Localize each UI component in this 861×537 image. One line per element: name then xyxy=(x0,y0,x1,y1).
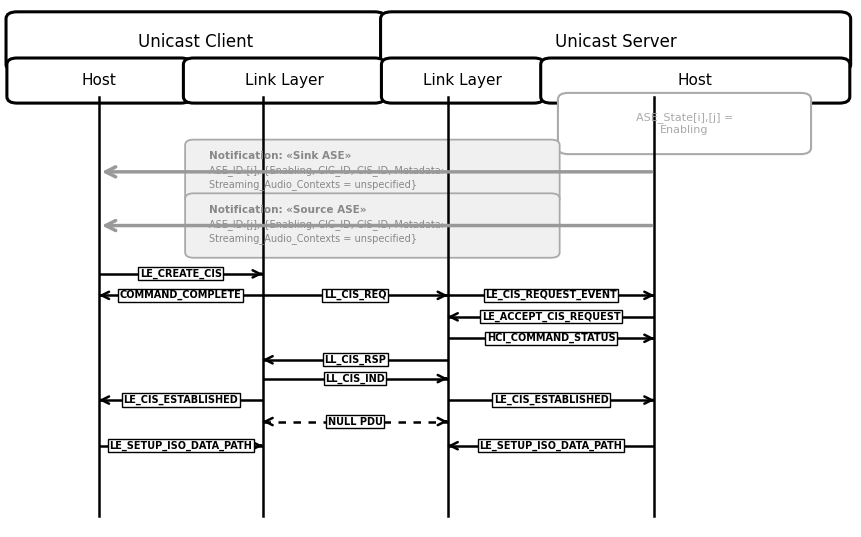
Text: ASE_ID:[j], {Enabling, CIG_ID, CIS_ID, Metadata:
Streaming_Audio_Contexts = unsp: ASE_ID:[j], {Enabling, CIG_ID, CIS_ID, M… xyxy=(209,219,444,244)
Text: Link Layer: Link Layer xyxy=(245,73,324,88)
Text: Unicast Server: Unicast Server xyxy=(554,33,677,50)
Text: LE_CIS_ESTABLISHED: LE_CIS_ESTABLISHED xyxy=(493,395,609,405)
FancyBboxPatch shape xyxy=(558,93,811,154)
Text: LL_CIS_RSP: LL_CIS_RSP xyxy=(325,354,386,365)
Text: LE_ACCEPT_CIS_REQUEST: LE_ACCEPT_CIS_REQUEST xyxy=(481,311,621,322)
Text: Host: Host xyxy=(678,73,713,88)
FancyBboxPatch shape xyxy=(541,58,850,103)
FancyBboxPatch shape xyxy=(381,58,544,103)
FancyBboxPatch shape xyxy=(7,58,191,103)
FancyBboxPatch shape xyxy=(183,58,385,103)
Text: Host: Host xyxy=(82,73,116,88)
Text: ASE_ID:[i], {Enabling, CIG_ID, CIS_ID, Metadata:
Streaming_Audio_Contexts = unsp: ASE_ID:[i], {Enabling, CIG_ID, CIS_ID, M… xyxy=(209,165,444,191)
Text: LE_CIS_REQUEST_EVENT: LE_CIS_REQUEST_EVENT xyxy=(485,290,617,301)
Text: LE_SETUP_ISO_DATA_PATH: LE_SETUP_ISO_DATA_PATH xyxy=(480,440,623,451)
Text: LE_CIS_ESTABLISHED: LE_CIS_ESTABLISHED xyxy=(123,395,238,405)
Text: COMMAND_COMPLETE: COMMAND_COMPLETE xyxy=(120,290,242,301)
FancyBboxPatch shape xyxy=(381,12,851,71)
Text: NULL PDU: NULL PDU xyxy=(328,417,382,426)
Text: LL_CIS_REQ: LL_CIS_REQ xyxy=(324,290,387,301)
Text: Link Layer: Link Layer xyxy=(424,73,502,88)
Text: ASE_State[i],[j] =
Enabling: ASE_State[i],[j] = Enabling xyxy=(635,112,734,135)
Text: Unicast Client: Unicast Client xyxy=(139,33,253,50)
Text: LE_SETUP_ISO_DATA_PATH: LE_SETUP_ISO_DATA_PATH xyxy=(109,440,252,451)
Text: Notification: «Sink ASE»: Notification: «Sink ASE» xyxy=(209,151,351,162)
FancyBboxPatch shape xyxy=(6,12,386,71)
Text: LE_CREATE_CIS: LE_CREATE_CIS xyxy=(139,268,222,279)
Text: HCI_COMMAND_STATUS: HCI_COMMAND_STATUS xyxy=(486,333,616,344)
Text: LL_CIS_IND: LL_CIS_IND xyxy=(325,373,385,384)
FancyBboxPatch shape xyxy=(185,193,560,258)
FancyBboxPatch shape xyxy=(185,140,560,204)
Text: Notification: «Source ASE»: Notification: «Source ASE» xyxy=(209,205,367,215)
